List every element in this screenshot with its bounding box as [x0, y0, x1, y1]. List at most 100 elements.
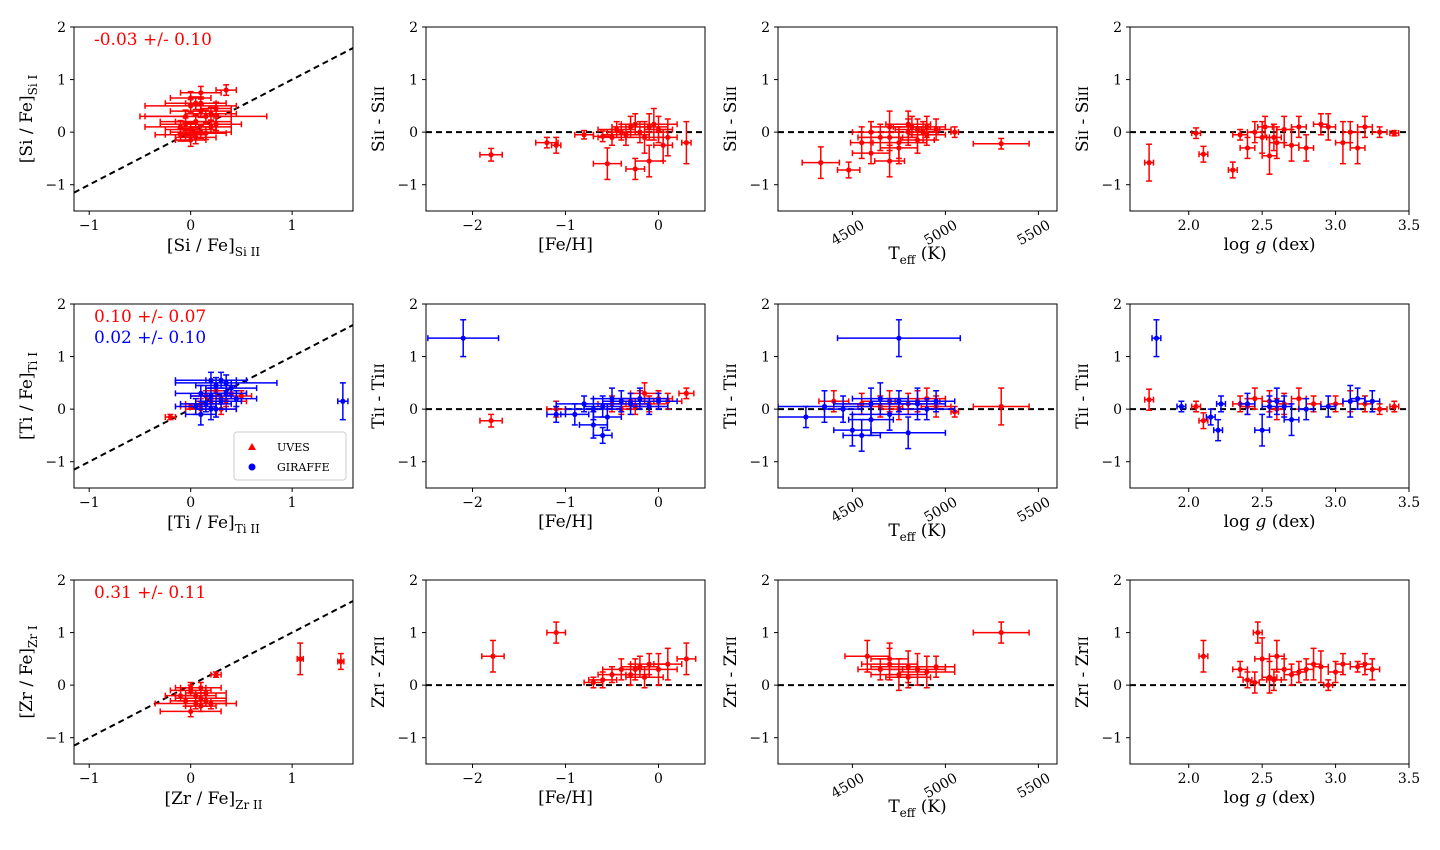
marker — [1262, 124, 1268, 130]
marker — [1200, 653, 1207, 659]
y-tick-label: 0 — [409, 402, 418, 418]
marker — [1218, 401, 1224, 407]
marker — [1281, 666, 1287, 672]
data-points — [164, 371, 349, 426]
marker — [1362, 661, 1368, 667]
x-tick-label: −1 — [555, 495, 576, 511]
data-point-uves — [169, 125, 233, 140]
data-point-giraffe — [870, 416, 947, 450]
y-axis-label: TiI - TiII — [721, 363, 741, 429]
marker — [665, 661, 671, 667]
data-point-uves — [972, 621, 1030, 644]
marker — [177, 693, 184, 699]
y-tick-label: −1 — [45, 731, 66, 747]
marker — [1347, 129, 1353, 135]
data-point-uves — [184, 694, 227, 707]
data-point-uves — [592, 147, 623, 181]
data-point-uves — [296, 642, 305, 676]
mean-offset-annotation: -0.03 +/- 0.10 — [94, 30, 212, 50]
marker — [641, 390, 648, 396]
data-point-uves — [1320, 112, 1337, 141]
data-point-uves — [1190, 400, 1202, 413]
axes-frame — [425, 303, 706, 489]
x-tick-label: 4500 — [829, 217, 868, 249]
panel-zr-comp: −1 0 1 −1 0 1 2 [Zr / Fe]Zr II [Zr / Fe]Zr I 0.31… — [17, 573, 354, 812]
data-point-uves — [625, 665, 664, 689]
y-tick-label: 1 — [57, 73, 66, 89]
x-axis-label: [Fe/H] — [538, 788, 593, 808]
marker — [641, 674, 648, 680]
marker — [1340, 140, 1346, 146]
marker — [581, 132, 587, 138]
x-tick-label: 4500 — [829, 494, 868, 526]
data-point-uves — [1232, 128, 1249, 141]
data-point-uves — [972, 387, 1030, 426]
x-axis-label: [Fe/H] — [538, 512, 593, 532]
y-axis-label: ZrI - ZrII — [369, 636, 389, 708]
marker — [604, 161, 610, 167]
data-point-uves — [1283, 128, 1300, 162]
data-point-uves — [620, 658, 650, 681]
data-point-uves — [184, 126, 227, 141]
data-point-uves — [588, 671, 618, 689]
marker — [218, 398, 224, 404]
data-point-uves — [1371, 403, 1388, 416]
marker — [905, 430, 911, 436]
y-axis-label: [Zr / Fe]Zr I — [17, 625, 40, 719]
x-axis-label: [Ti / Fe]Ti II — [167, 513, 260, 536]
marker — [338, 658, 344, 665]
marker — [177, 132, 184, 138]
marker — [1266, 153, 1273, 159]
data-point-uves — [657, 118, 678, 157]
marker — [1153, 335, 1160, 341]
marker — [683, 390, 690, 396]
reference-line — [74, 324, 353, 471]
marker — [167, 414, 173, 420]
marker — [1288, 417, 1295, 423]
marker — [920, 129, 926, 135]
marker — [1281, 403, 1287, 410]
mean-offset-annotation: 0.10 +/- 0.07 — [94, 307, 206, 327]
marker — [590, 679, 597, 686]
marker — [864, 653, 870, 659]
marker — [933, 664, 939, 670]
identity-line — [74, 47, 353, 194]
marker — [641, 134, 648, 140]
x-tick-label: 0 — [654, 771, 663, 787]
legend-marker-giraffe — [248, 463, 256, 471]
marker — [655, 126, 662, 133]
axes-frame — [73, 303, 354, 489]
marker — [924, 406, 930, 412]
data-point-uves — [885, 665, 932, 689]
data-points — [1143, 319, 1400, 447]
data-point-uves — [1334, 652, 1352, 676]
marker — [544, 140, 550, 146]
x-axis-label: Teff (K) — [888, 244, 946, 267]
marker — [646, 661, 652, 667]
marker — [655, 666, 662, 672]
y-tick-label: 2 — [409, 20, 418, 36]
y-tick-label: 0 — [57, 402, 66, 418]
data-point-uves — [164, 413, 177, 421]
marker — [896, 398, 902, 404]
y-tick-label: 1 — [761, 73, 770, 89]
x-axis-label: [Fe/H] — [538, 235, 593, 255]
marker — [233, 396, 239, 402]
data-point-uves — [844, 639, 891, 673]
data-point-uves — [1232, 660, 1249, 679]
marker — [600, 403, 606, 410]
data-points — [139, 84, 268, 148]
y-tick-label: 0 — [761, 402, 770, 418]
y-axis-label: SiI - SiII — [721, 86, 741, 152]
marker — [1274, 653, 1280, 659]
marker — [1369, 398, 1375, 404]
marker — [868, 417, 874, 423]
marker — [1252, 396, 1258, 402]
x-tick-label: 2.0 — [1178, 495, 1200, 511]
marker — [998, 403, 1004, 410]
x-tick-label: −1 — [79, 218, 100, 234]
y-tick-label: 1 — [409, 626, 418, 642]
data-point-uves — [1389, 129, 1400, 137]
data-point-uves — [972, 137, 1030, 150]
data-point-giraffe — [842, 418, 882, 452]
